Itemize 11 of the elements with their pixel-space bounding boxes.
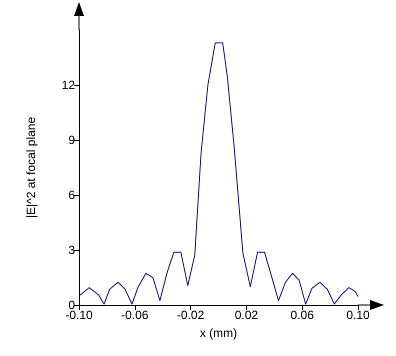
x-tick-label: 0.06 <box>290 308 314 322</box>
y-tick-label: 3 <box>68 243 76 257</box>
y-tick-label: 9 <box>68 133 76 147</box>
x-tick-label: 0.10 <box>346 308 370 322</box>
x-axis-title: x (mm) <box>200 326 238 340</box>
x-tick-label: 0.02 <box>234 308 258 322</box>
x-tick-label: -0.02 <box>176 308 205 322</box>
y-tick-label: 6 <box>68 188 76 202</box>
y-tick-label: 12 <box>62 78 76 92</box>
y-axis-title: |E|^2 at focal plane <box>24 116 38 218</box>
x-tick-label: -0.06 <box>121 308 149 322</box>
